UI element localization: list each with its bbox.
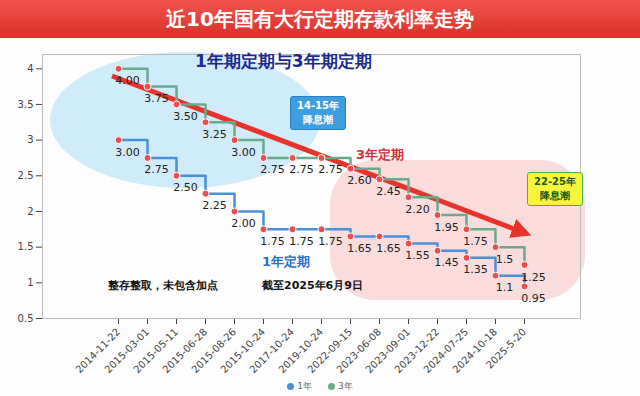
svg-text:3.50: 3.50 (173, 110, 198, 123)
svg-text:1.75: 1.75 (289, 235, 314, 248)
svg-text:3.00: 3.00 (115, 146, 140, 159)
html-text:1年期定期与3年期定期: 1年期定期与3年期定期 (195, 51, 372, 71)
svg-text:2.20: 2.20 (405, 203, 430, 216)
svg-text:1.25: 1.25 (521, 271, 546, 284)
svg-text:3.75: 3.75 (144, 92, 169, 105)
svg-text:1.75: 1.75 (260, 235, 285, 248)
svg-text:2015-03-01: 2015-03-01 (102, 326, 152, 376)
html-text:降息潮: 降息潮 (303, 114, 333, 125)
html-text:14-15年: 14-15年 (297, 100, 339, 111)
html-text:截至2025年6月9日: 截至2025年6月9日 (262, 279, 363, 292)
html-text:3年定期: 3年定期 (356, 147, 404, 162)
svg-text:4.00: 4.00 (115, 74, 140, 87)
svg-text:1.45: 1.45 (434, 256, 459, 269)
svg-text:2015-08-26: 2015-08-26 (189, 326, 239, 376)
svg-text:2.75: 2.75 (289, 163, 314, 176)
svg-text:2014-11-22: 2014-11-22 (73, 326, 123, 376)
svg-text:1.55: 1.55 (405, 249, 430, 262)
svg-text:2019-10-24: 2019-10-24 (276, 326, 326, 376)
svg-text:2015-06-28: 2015-06-28 (160, 326, 210, 376)
svg-text:1.65: 1.65 (347, 242, 372, 255)
svg-text:4: 4 (27, 63, 33, 74)
html-text:1年定期: 1年定期 (262, 254, 310, 269)
svg-text:2025-5-20: 2025-5-20 (484, 326, 528, 370)
html-text:降息潮: 降息潮 (540, 190, 570, 201)
svg-text:1.35: 1.35 (463, 263, 488, 276)
html-text:整存整取，未包含加点: 整存整取，未包含加点 (108, 279, 218, 292)
svg-text:1.95: 1.95 (434, 221, 459, 234)
svg-text:1.75: 1.75 (318, 235, 343, 248)
svg-text:3.5: 3.5 (18, 99, 34, 110)
html-text:3年: 3年 (338, 381, 353, 391)
svg-text:1.1: 1.1 (496, 281, 514, 294)
svg-text:0.95: 0.95 (521, 292, 546, 305)
svg-text:2.75: 2.75 (144, 163, 169, 176)
svg-text:2: 2 (27, 206, 33, 217)
svg-text:2023-12-22: 2023-12-22 (392, 326, 442, 376)
svg-text:2024-10-18: 2024-10-18 (450, 326, 500, 376)
svg-text:2.50: 2.50 (173, 181, 198, 194)
svg-text:2022-09-15: 2022-09-15 (305, 326, 355, 376)
svg-text:1.75: 1.75 (463, 235, 488, 248)
svg-text:3.25: 3.25 (202, 128, 227, 141)
svg-text:1.65: 1.65 (376, 242, 401, 255)
svg-text:3.00: 3.00 (231, 146, 256, 159)
svg-text:1.5: 1.5 (18, 241, 34, 252)
svg-text:1.5: 1.5 (496, 253, 514, 266)
svg-text:2.60: 2.60 (347, 174, 372, 187)
html-text:近10年国有大行定期存款利率走势: 近10年国有大行定期存款利率走势 (166, 7, 474, 31)
svg-text:2023-09-01: 2023-09-01 (363, 326, 413, 376)
svg-text:2.5: 2.5 (18, 170, 34, 181)
svg-text:2015-10-24: 2015-10-24 (218, 326, 268, 376)
svg-text:1: 1 (27, 277, 33, 288)
svg-text:2.75: 2.75 (260, 163, 285, 176)
svg-text:2.00: 2.00 (231, 217, 256, 230)
svg-text:2.75: 2.75 (318, 163, 343, 176)
svg-text:3: 3 (27, 134, 33, 145)
svg-text:2023-06-08: 2023-06-08 (334, 326, 384, 376)
svg-text:2015-05-11: 2015-05-11 (131, 326, 181, 376)
svg-text:2024-07-25: 2024-07-25 (421, 326, 471, 376)
html-text:1年: 1年 (297, 381, 312, 391)
svg-text:0.5: 0.5 (18, 313, 34, 324)
svg-text:2017-10-24: 2017-10-24 (247, 326, 297, 376)
svg-text:2.25: 2.25 (202, 199, 227, 212)
html-text:22-25年: 22-25年 (534, 176, 576, 187)
svg-text:2.45: 2.45 (376, 185, 401, 198)
